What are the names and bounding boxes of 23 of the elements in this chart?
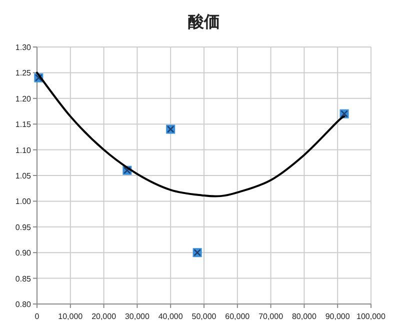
x-tick-label: 50,000 bbox=[192, 312, 217, 321]
y-tick-label: 0.85 bbox=[15, 274, 32, 284]
x-tick-label: 0 bbox=[34, 312, 40, 321]
y-tick-label: 1.20 bbox=[15, 94, 32, 104]
x-tick-label: 70,000 bbox=[258, 312, 284, 321]
x-tick-label: 30,000 bbox=[124, 312, 150, 321]
y-tick-label: 1.05 bbox=[15, 172, 32, 180]
y-tick-label: 0.80 bbox=[15, 300, 32, 309]
y-tick-label: 1.00 bbox=[15, 197, 32, 206]
y-tick-label: 1.30 bbox=[15, 43, 32, 52]
x-tick-label: 100,000 bbox=[356, 312, 386, 321]
x-tick-label: 20,000 bbox=[92, 312, 117, 321]
x-tick-label: 80,000 bbox=[292, 312, 317, 321]
x-tick-label: 60,000 bbox=[225, 312, 250, 321]
y-tick-label: 1.25 bbox=[15, 68, 32, 78]
chart-title: 酸価 bbox=[188, 13, 220, 31]
x-tick-label: 10,000 bbox=[58, 312, 84, 321]
x-tick-label: 40,000 bbox=[158, 312, 184, 321]
x-tick-label: 90,000 bbox=[325, 312, 350, 321]
y-tick-label: 1.15 bbox=[15, 120, 32, 130]
y-tick-label: 0.90 bbox=[15, 248, 32, 258]
y-tick-label: 1.10 bbox=[15, 146, 32, 155]
y-tick-label: 0.95 bbox=[15, 222, 32, 232]
